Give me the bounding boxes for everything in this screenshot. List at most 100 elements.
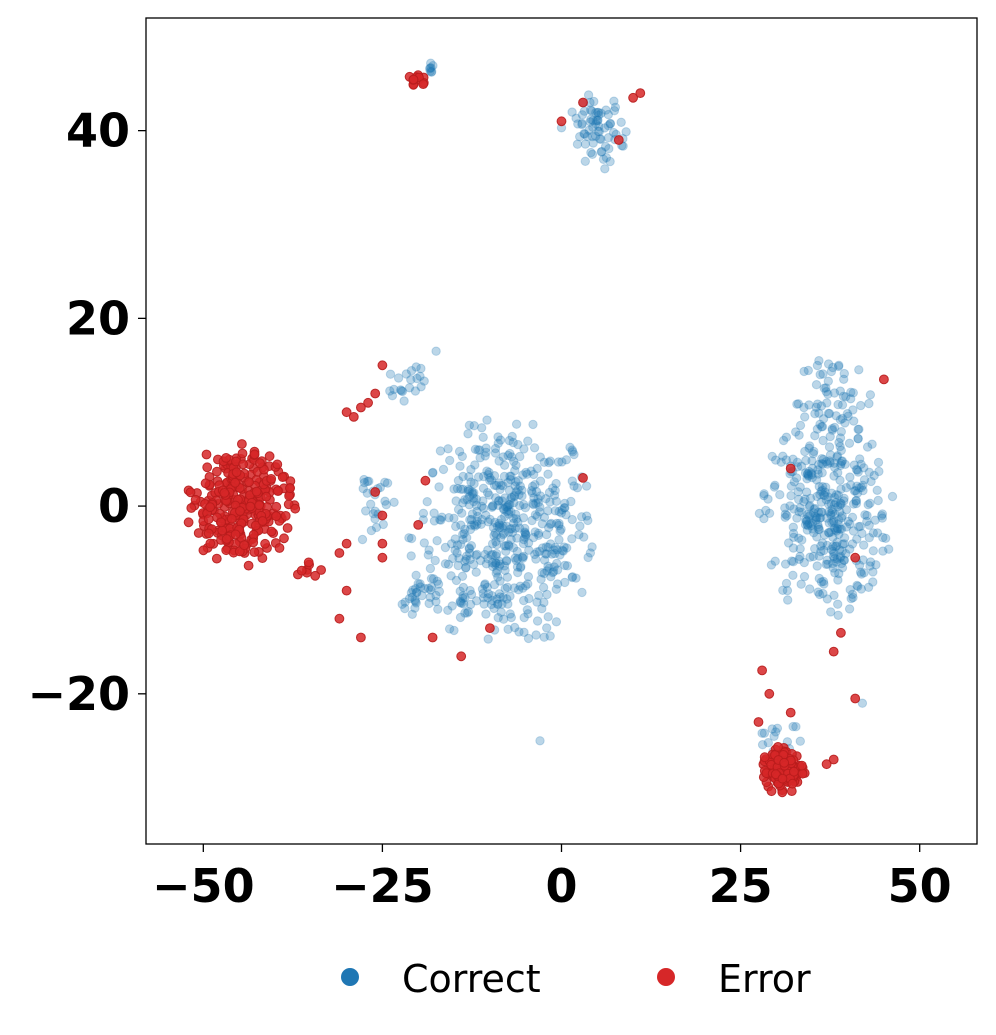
scatter-point-correct	[807, 463, 818, 473]
scatter-point-correct	[848, 499, 859, 509]
scatter-point-correct	[535, 502, 545, 512]
scatter-point-correct	[854, 560, 865, 570]
scatter-point-correct	[604, 144, 614, 154]
scatter-point-correct	[825, 508, 836, 519]
scatter-point-correct	[859, 540, 869, 550]
scatter-point-correct	[444, 513, 454, 523]
scatter-point-correct	[449, 513, 459, 523]
scatter-point-correct	[381, 500, 391, 510]
scatter-point-correct	[493, 496, 504, 506]
scatter-point-correct	[791, 473, 802, 483]
scatter-point-correct	[800, 446, 810, 457]
scatter-point-correct	[492, 566, 502, 576]
scatter-point-correct	[462, 551, 472, 561]
scatter-point-correct	[492, 599, 503, 609]
scatter-point-correct	[495, 592, 505, 602]
scatter-point-correct	[834, 515, 844, 525]
scatter-point-correct	[502, 582, 513, 592]
scatter-point-correct	[435, 515, 445, 525]
scatter-point-correct	[811, 402, 821, 412]
scatter-point-correct	[484, 490, 494, 500]
scatter-point-correct	[808, 551, 818, 562]
scatter-point-correct	[554, 518, 564, 529]
scatter-point-correct	[518, 551, 529, 561]
scatter-point-correct	[837, 563, 848, 573]
scatter-point-correct	[494, 495, 504, 506]
scatter-point-correct	[502, 556, 512, 566]
scatter-point-correct	[498, 503, 509, 514]
scatter-point-correct	[823, 492, 833, 502]
scatter-point-correct	[835, 475, 845, 485]
scatter-point-correct	[831, 498, 841, 508]
scatter-point-correct	[437, 512, 447, 522]
scatter-point-correct	[411, 598, 421, 608]
scatter-point-correct	[585, 117, 595, 127]
x-tick-label: 0	[545, 859, 577, 913]
scatter-point-correct	[788, 528, 799, 539]
scatter-point-correct	[494, 561, 504, 571]
scatter-point-correct	[592, 107, 603, 118]
scatter-point-correct	[534, 590, 544, 601]
scatter-point-correct	[380, 496, 390, 506]
scatter-point-correct	[567, 534, 577, 544]
scatter-point-correct	[887, 491, 898, 502]
scatter-point-correct	[509, 498, 519, 508]
scatter-point-correct	[815, 369, 825, 380]
scatter-point-correct	[567, 572, 578, 582]
scatter-point-error	[271, 511, 282, 522]
scatter-point-error	[785, 707, 796, 718]
scatter-point-correct	[443, 605, 453, 615]
scatter-point-correct	[547, 549, 557, 559]
scatter-point-error	[250, 520, 261, 531]
scatter-point-correct	[463, 429, 473, 439]
scatter-point-correct	[593, 115, 603, 126]
scatter-point-correct	[881, 533, 891, 543]
scatter-point-correct	[544, 487, 555, 498]
scatter-point-correct	[821, 495, 831, 505]
scatter-point-error	[203, 528, 214, 539]
scatter-point-correct	[497, 599, 507, 609]
scatter-point-error	[418, 79, 429, 89]
scatter-point-correct	[465, 548, 475, 558]
scatter-point-correct	[432, 576, 442, 586]
scatter-point-error	[408, 74, 419, 85]
scatter-point-correct	[807, 472, 817, 483]
scatter-point-correct	[826, 510, 836, 520]
scatter-point-correct	[821, 482, 831, 492]
scatter-point-correct	[812, 491, 822, 502]
scatter-point-error	[271, 501, 282, 512]
scatter-point-correct	[540, 549, 551, 559]
scatter-point-error	[212, 466, 222, 477]
scatter-point-correct	[523, 633, 534, 644]
scatter-point-correct	[433, 604, 443, 614]
scatter-point-correct	[555, 526, 565, 536]
scatter-point-correct	[447, 601, 457, 611]
scatter-point-correct	[854, 424, 864, 434]
scatter-point-correct	[817, 482, 828, 492]
scatter-point-correct	[856, 400, 866, 411]
scatter-point-correct	[548, 567, 558, 578]
scatter-point-correct	[605, 156, 615, 167]
scatter-point-correct	[828, 546, 839, 557]
scatter-point-correct	[580, 156, 590, 167]
scatter-point-correct	[811, 380, 822, 390]
scatter-point-correct	[516, 561, 526, 572]
scatter-point-correct	[834, 360, 844, 370]
scatter-point-correct	[489, 530, 499, 541]
scatter-point-correct	[523, 538, 534, 548]
scatter-point-correct	[783, 538, 794, 548]
scatter-point-correct	[490, 443, 501, 454]
scatter-point-correct	[482, 415, 492, 425]
scatter-point-correct	[587, 131, 598, 142]
scatter-point-correct	[764, 508, 775, 518]
scatter-point-correct	[828, 563, 838, 573]
scatter-point-correct	[621, 127, 631, 137]
scatter-point-correct	[517, 485, 527, 495]
scatter-point-correct	[483, 593, 493, 603]
scatter-point-correct	[833, 610, 843, 620]
scatter-point-correct	[559, 503, 569, 513]
scatter-point-correct	[781, 578, 792, 589]
scatter-point-correct	[812, 561, 822, 571]
scatter-point-correct	[841, 505, 852, 515]
scatter-point-correct	[825, 450, 836, 460]
